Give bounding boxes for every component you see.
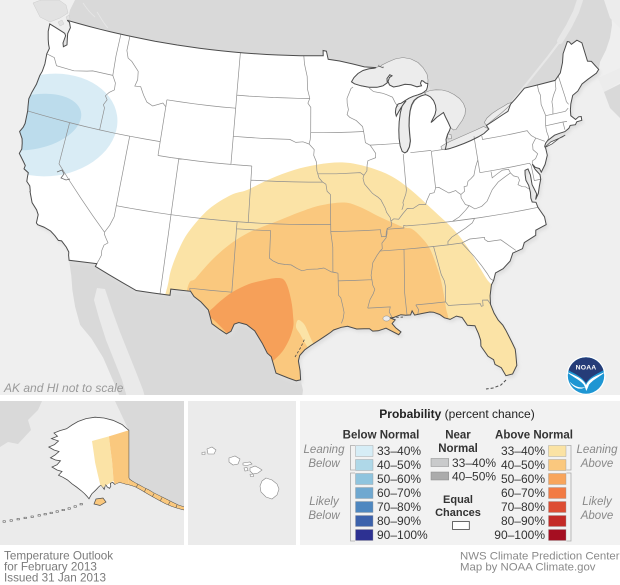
svg-text:33–40%: 33–40% [377, 444, 421, 458]
svg-text:40–50%: 40–50% [452, 470, 496, 484]
svg-text:Above Normal: Above Normal [495, 430, 573, 442]
svg-text:Likely: Likely [309, 496, 340, 508]
svg-text:Near: Near [445, 430, 471, 442]
svg-text:Normal: Normal [438, 443, 478, 455]
svg-text:NWS Climate Prediction Center: NWS Climate Prediction Center [460, 551, 620, 563]
svg-text:Equal: Equal [443, 494, 473, 506]
svg-text:50–60%: 50–60% [377, 472, 421, 486]
svg-text:33–40%: 33–40% [501, 444, 545, 458]
svg-text:80–90%: 80–90% [377, 514, 421, 528]
svg-text:Below: Below [308, 510, 340, 522]
svg-text:33–40%: 33–40% [452, 456, 496, 470]
svg-text:90–100%: 90–100% [377, 528, 428, 542]
svg-text:NOAA: NOAA [576, 365, 597, 372]
svg-text:Leaning: Leaning [304, 444, 346, 456]
svg-text:AK and HI not to scale: AK and HI not to scale [3, 381, 124, 395]
svg-text:Likely: Likely [582, 496, 613, 508]
svg-text:50–60%: 50–60% [501, 472, 545, 486]
svg-text:80–90%: 80–90% [501, 514, 545, 528]
svg-text:for February 2013: for February 2013 [4, 561, 97, 574]
svg-text:60–70%: 60–70% [501, 486, 545, 500]
svg-text:Leaning: Leaning [577, 444, 619, 456]
svg-text:Below Normal: Below Normal [343, 430, 420, 442]
svg-text:90–100%: 90–100% [494, 528, 545, 542]
svg-text:Chances: Chances [435, 507, 481, 519]
svg-text:70–80%: 70–80% [377, 500, 421, 514]
svg-text:Below: Below [308, 458, 340, 470]
svg-text:Above: Above [580, 510, 614, 522]
svg-text:Probability (percent chance): Probability (percent chance) [379, 407, 534, 421]
svg-text:Above: Above [580, 458, 614, 470]
svg-text:Issued 31 Jan 2013: Issued 31 Jan 2013 [4, 572, 106, 585]
svg-text:Temperature Outlook: Temperature Outlook [4, 550, 113, 563]
svg-text:60–70%: 60–70% [377, 486, 421, 500]
svg-text:70–80%: 70–80% [501, 500, 545, 514]
svg-text:40–50%: 40–50% [377, 458, 421, 472]
svg-text:Map by NOAA Climate.gov: Map by NOAA Climate.gov [460, 562, 596, 574]
svg-text:40–50%: 40–50% [501, 458, 545, 472]
